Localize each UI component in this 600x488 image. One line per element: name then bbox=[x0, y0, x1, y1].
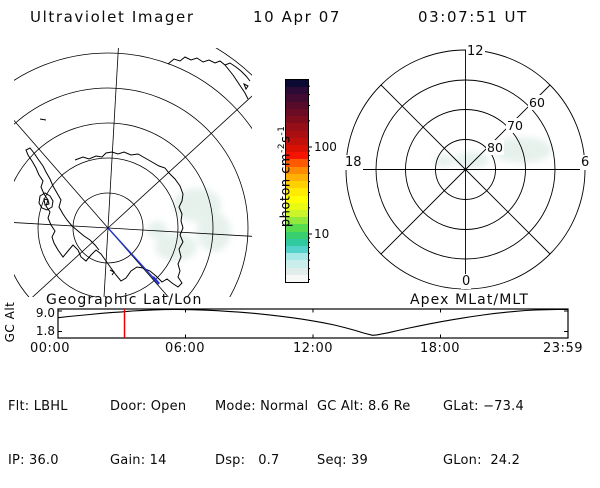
satellite-track bbox=[107, 227, 160, 285]
uvi-display: { "header": { "title": "Ultraviolet Imag… bbox=[3, 8, 591, 468]
mlt-label-0: 0 bbox=[461, 274, 472, 289]
colorbar-block bbox=[286, 80, 308, 88]
colorbar-block bbox=[286, 137, 308, 145]
colorbar-block bbox=[286, 108, 308, 117]
colorbar-unit-exp2: -1 bbox=[277, 125, 287, 136]
colorbar-unit-label: photon cm-2s-1 bbox=[262, 101, 293, 261]
colorbar-block bbox=[286, 159, 308, 167]
strip-hour-ticks bbox=[185, 309, 441, 338]
colorbar-block bbox=[286, 274, 308, 283]
status-glon: GLon: 24.2 bbox=[443, 453, 521, 468]
colorbar-unit-exp1: -2 bbox=[277, 142, 287, 153]
date-label: 10 Apr 07 bbox=[253, 8, 342, 26]
colorbar-block bbox=[286, 94, 308, 102]
colorbar-block bbox=[286, 267, 308, 275]
colorbar bbox=[285, 79, 309, 283]
colorbar-block bbox=[286, 166, 308, 174]
mlt-label-18: 18 bbox=[344, 155, 363, 170]
colorbar-block bbox=[286, 144, 308, 153]
colorbar-block bbox=[286, 116, 308, 124]
strip-xtick-1200: 12:00 bbox=[293, 341, 333, 356]
colorbar-tick-10: 10 bbox=[314, 227, 330, 241]
colorbar-block bbox=[286, 181, 308, 189]
status-seq: Seq: 39 bbox=[317, 453, 368, 468]
colorbar-block bbox=[286, 224, 308, 232]
status-col-glat: GLat: −73.4 GLon: 24.2 bbox=[443, 362, 524, 488]
strip-xtick-0000: 00:00 bbox=[30, 341, 70, 356]
gc-alt-strip bbox=[57, 308, 569, 339]
strip-ylabel: GC Alt bbox=[3, 301, 17, 343]
strip-ytick-9: 9.0 bbox=[35, 306, 55, 320]
colorbar-block bbox=[286, 173, 308, 182]
colorbar-block bbox=[286, 209, 308, 218]
colorbar-block bbox=[286, 195, 308, 203]
status-gc-alt: GC Alt: 8.6 Re bbox=[317, 399, 411, 414]
colorbar-unit-prefix: photon cm bbox=[278, 152, 294, 228]
colorbar-block bbox=[286, 101, 308, 109]
apex-grid bbox=[345, 49, 586, 290]
geo-map-label: Geographic Lat/Lon bbox=[46, 292, 203, 308]
colorbar-block bbox=[286, 188, 308, 196]
colorbar-block bbox=[286, 130, 308, 138]
status-col-flt: Flt: LBHL IP: 36.0 bbox=[8, 362, 68, 488]
status-door: Door: Open bbox=[110, 399, 187, 414]
status-col-gcalt: GC Alt: 8.6 Re Seq: 39 bbox=[317, 362, 410, 488]
apex-plot-label: Apex MLat/MLT bbox=[410, 292, 530, 308]
strip-xtick-0600: 06:00 bbox=[165, 341, 205, 356]
colorbar-block bbox=[286, 231, 308, 239]
colorbar-tick-100: 100 bbox=[314, 140, 337, 154]
status-mode: Mode: Normal bbox=[215, 399, 309, 414]
page-title: Ultraviolet Imager bbox=[30, 8, 195, 26]
strip-ytick-18: 1.8 bbox=[35, 324, 55, 338]
status-glat: GLat: −73.4 bbox=[443, 399, 524, 414]
colorbar-block bbox=[286, 202, 308, 210]
mlat-label-60: 60 bbox=[528, 95, 546, 110]
apex-mlat-circles bbox=[345, 49, 586, 290]
status-col-mode: Mode: Normal Dsp: 0.7 bbox=[215, 362, 308, 488]
colorbar-block bbox=[286, 238, 308, 247]
colorbar-block bbox=[286, 87, 308, 95]
mlt-label-6: 6 bbox=[580, 155, 591, 170]
gc-alt-curve bbox=[57, 308, 568, 336]
strip-xtick-2359: 23:59 bbox=[543, 341, 583, 356]
mlat-label-80: 80 bbox=[486, 140, 504, 155]
colorbar-block bbox=[286, 123, 308, 131]
status-flt: Flt: LBHL bbox=[8, 399, 68, 414]
colorbar-block bbox=[286, 246, 308, 254]
geo-aurora-patches bbox=[147, 188, 231, 261]
australia-coastline bbox=[167, 56, 251, 100]
colorbar-unit-mid: s bbox=[278, 135, 294, 143]
strip-y-ticks bbox=[58, 310, 568, 332]
colorbar-block bbox=[286, 217, 308, 225]
strip-xtick-1800: 18:00 bbox=[420, 341, 460, 356]
colorbar-block bbox=[286, 152, 308, 160]
status-dsp: Dsp: 0.7 bbox=[215, 453, 280, 468]
apex-mlt-spokes bbox=[346, 50, 585, 289]
colorbar-block bbox=[286, 260, 308, 268]
antarctica-coastline bbox=[25, 118, 184, 288]
status-gain: Gain: 14 bbox=[110, 453, 167, 468]
status-ip: IP: 36.0 bbox=[8, 453, 59, 468]
status-col-door: Door: Open Gain: 14 bbox=[110, 362, 186, 488]
time-label: 03:07:51 UT bbox=[418, 8, 528, 26]
colorbar-block bbox=[286, 253, 308, 261]
mlt-label-12: 12 bbox=[466, 44, 485, 59]
mlat-label-70: 70 bbox=[506, 118, 524, 133]
